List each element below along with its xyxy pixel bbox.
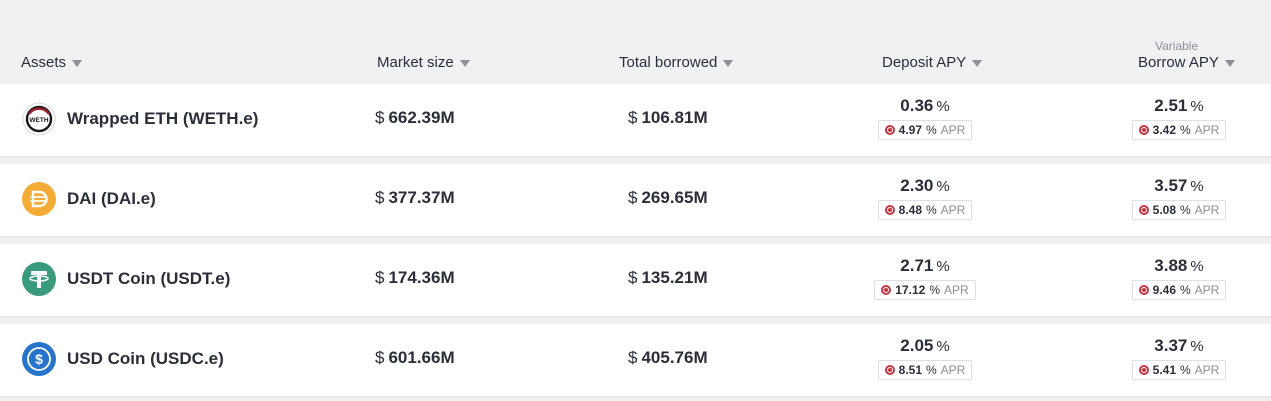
table-row[interactable]: DAI (DAI.e) $377.37M $269.65M 2.30% 8.48… — [0, 164, 1271, 236]
total-borrowed-value: $269.65M — [628, 188, 708, 207]
reward-token-icon — [884, 125, 895, 135]
total-borrowed-header-label: Total borrowed — [619, 54, 718, 71]
reward-token-icon — [1138, 365, 1149, 375]
sort-caret-icon — [1224, 60, 1235, 67]
asset-cell: USDT Coin (USDT.e) — [22, 262, 230, 296]
deposit-apy-value: 0.36 — [900, 96, 934, 115]
asset-cell: WETH Wrapped ETH (WETH.e) — [22, 102, 258, 136]
borrow-apr-value: 5.41 — [1152, 363, 1176, 377]
table-header: Assets Market size Total borrowed Deposi… — [0, 0, 1271, 84]
borrow-apr-badge[interactable]: 9.46 % APR — [1131, 280, 1227, 300]
borrow-apy-value: 3.57 — [1154, 176, 1188, 195]
deposit-apy-value: 2.71 — [900, 256, 934, 275]
asset-cell: $ USD Coin (USDC.e) — [22, 342, 224, 376]
borrow-apy-variable-label: Variable — [1155, 39, 1199, 53]
market-size-header-label: Market size — [377, 54, 454, 71]
deposit-apy-header-label: Deposit APY — [882, 54, 967, 71]
deposit-apy-cell: 0.36% 4.97 % APR — [874, 96, 976, 140]
reward-token-icon — [1138, 285, 1149, 295]
total-borrowed-value: $106.81M — [628, 108, 708, 127]
borrow-apy-cell: 3.57% 5.08 % APR — [1128, 176, 1230, 220]
borrow-apy-header-label: Borrow APY — [1138, 54, 1219, 71]
tether-icon — [22, 262, 56, 296]
sort-deposit-apy[interactable]: Deposit APY — [882, 54, 983, 71]
table-row[interactable]: WETH Wrapped ETH (WETH.e) $662.39M $106.… — [0, 84, 1271, 156]
svg-text:$: $ — [35, 351, 43, 367]
asset-name: DAI (DAI.e) — [67, 189, 156, 208]
deposit-apy-cell: 2.71% 17.12 % APR — [870, 256, 980, 300]
borrow-apr-badge[interactable]: 5.41 % APR — [1131, 360, 1227, 380]
deposit-apr-value: 8.48 — [898, 203, 922, 217]
svg-text:WETH: WETH — [29, 117, 48, 124]
reward-token-icon — [881, 285, 892, 295]
deposit-apy-cell: 2.30% 8.48 % APR — [874, 176, 976, 220]
borrow-apy-value: 2.51 — [1154, 96, 1188, 115]
sort-assets[interactable]: Assets — [21, 54, 83, 71]
borrow-apy-value: 3.37 — [1154, 336, 1188, 355]
total-borrowed-value: $135.21M — [628, 268, 708, 287]
deposit-apr-value: 4.97 — [898, 123, 922, 137]
total-borrowed-value: $405.76M — [628, 348, 708, 367]
reward-token-icon — [884, 205, 895, 215]
borrow-apr-badge[interactable]: 5.08 % APR — [1131, 200, 1227, 220]
borrow-apy-value: 3.88 — [1154, 256, 1188, 275]
sort-caret-icon — [972, 60, 983, 67]
borrow-apr-value: 5.08 — [1152, 203, 1176, 217]
deposit-apr-value: 17.12 — [895, 283, 926, 297]
sort-borrow-apy[interactable]: Borrow APY — [1138, 54, 1235, 71]
deposit-apr-badge[interactable]: 17.12 % APR — [874, 280, 976, 300]
market-size-value: $601.66M — [375, 348, 455, 367]
deposit-apr-badge[interactable]: 4.97 % APR — [877, 120, 973, 140]
borrow-apy-cell: 3.37% 5.41 % APR — [1128, 336, 1230, 380]
sort-caret-icon — [723, 60, 734, 67]
market-size-value: $174.36M — [375, 268, 455, 287]
table-row[interactable]: $ USD Coin (USDC.e) $601.66M $405.76M 2.… — [0, 324, 1271, 396]
asset-name: USD Coin (USDC.e) — [67, 349, 224, 368]
deposit-apy-value: 2.05 — [900, 336, 934, 355]
asset-name: Wrapped ETH (WETH.e) — [67, 109, 259, 128]
reward-token-icon — [884, 365, 895, 375]
reward-token-icon — [1138, 125, 1149, 135]
sort-market-size[interactable]: Market size — [377, 54, 470, 71]
deposit-apr-badge[interactable]: 8.51 % APR — [877, 360, 973, 380]
usdc-icon: $ — [22, 342, 56, 376]
asset-name: USDT Coin (USDT.e) — [67, 269, 231, 288]
sort-total-borrowed[interactable]: Total borrowed — [619, 54, 734, 71]
dai-icon — [22, 182, 56, 216]
assets-header-label: Assets — [21, 54, 67, 71]
deposit-apr-badge[interactable]: 8.48 % APR — [877, 200, 973, 220]
borrow-apr-value: 9.46 — [1152, 283, 1176, 297]
sort-caret-icon — [459, 60, 470, 67]
weth-icon: WETH — [22, 102, 56, 136]
table-row[interactable]: USDT Coin (USDT.e) $174.36M $135.21M 2.7… — [0, 244, 1271, 316]
reward-token-icon — [1138, 205, 1149, 215]
sort-caret-icon — [72, 60, 83, 67]
borrow-apr-badge[interactable]: 3.42 % APR — [1131, 120, 1227, 140]
borrow-apr-value: 3.42 — [1152, 123, 1176, 137]
deposit-apr-value: 8.51 — [898, 363, 922, 377]
deposit-apy-value: 2.30 — [900, 176, 934, 195]
borrow-apy-cell: 2.51% 3.42 % APR — [1128, 96, 1230, 140]
borrow-apy-cell: 3.88% 9.46 % APR — [1128, 256, 1230, 300]
market-size-value: $377.37M — [375, 188, 455, 207]
deposit-apy-cell: 2.05% 8.51 % APR — [874, 336, 976, 380]
market-size-value: $662.39M — [375, 108, 455, 127]
asset-cell: DAI (DAI.e) — [22, 182, 156, 216]
